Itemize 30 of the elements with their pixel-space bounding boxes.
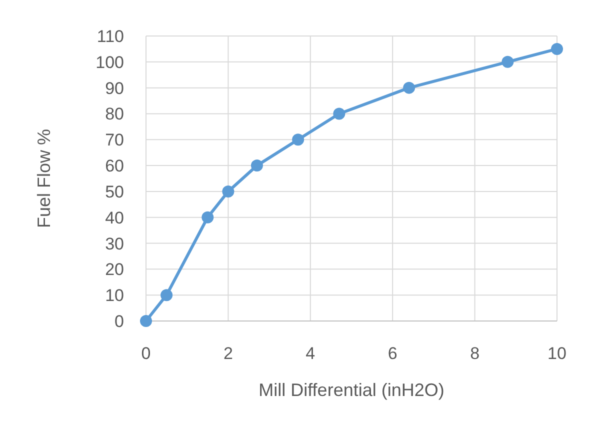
x-axis-title: Mill Differential (inH2O): [258, 380, 444, 400]
point: [250, 160, 263, 172]
x-tick-label: 4: [306, 344, 316, 363]
point: [202, 211, 214, 224]
y-tick-label: 10: [105, 286, 124, 306]
y-tick-label: 60: [105, 156, 124, 176]
x-tick-label: 2: [223, 344, 233, 363]
point: [222, 185, 234, 198]
point: [333, 108, 346, 120]
point: [160, 289, 173, 302]
point: [140, 315, 152, 327]
point: [551, 42, 563, 55]
y-tick-label: 110: [96, 27, 124, 46]
y-tick-label: 40: [105, 208, 124, 228]
y-axis-title: Fuel Flow %: [34, 128, 54, 228]
y-tick-label: 50: [105, 182, 124, 202]
y-tick-label: 100: [96, 52, 124, 72]
y-tick-label: 80: [105, 104, 124, 124]
y-tick-label: 0: [114, 312, 124, 331]
y-tick-label: 70: [105, 130, 124, 150]
x-tick-label: 6: [388, 344, 398, 363]
y-tick-label: 30: [105, 234, 124, 254]
y-tick-label: 20: [105, 260, 124, 280]
y-tick-label: 90: [105, 78, 124, 98]
x-tick-label: 8: [470, 344, 480, 363]
x-tick-label: 0: [141, 344, 151, 363]
x-tick-label: 10: [548, 344, 566, 363]
point: [403, 82, 416, 94]
point: [292, 134, 304, 146]
point: [502, 56, 514, 68]
